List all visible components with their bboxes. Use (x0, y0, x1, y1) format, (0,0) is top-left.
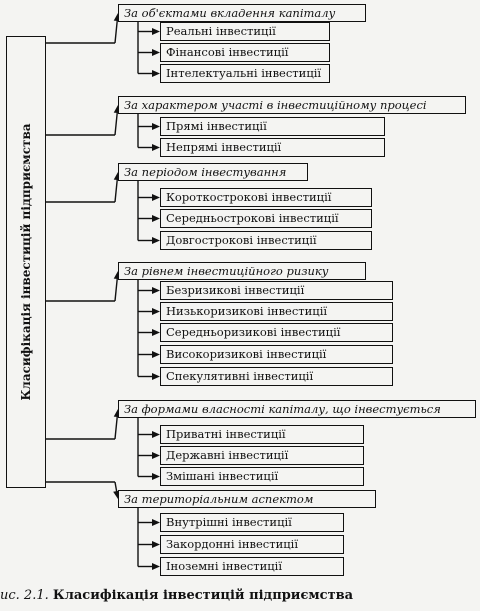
item-box: Низькоризикові інвестиції (160, 302, 393, 321)
figure-caption: ис. 2.1. Класифікація інвестицій підприє… (0, 588, 353, 603)
item-box: Закордонні інвестиції (160, 535, 344, 554)
item-arrow-head (152, 308, 160, 315)
item-arrow-head (152, 28, 160, 35)
item-arrow-head (152, 351, 160, 358)
item-arrow-head (152, 49, 160, 56)
item-arrow-head (152, 70, 160, 77)
item-box: Реальні інвестиції (160, 22, 330, 41)
group-header: За періодом інвестування (118, 163, 308, 181)
group-arrow-line (114, 276, 119, 302)
group-arrow-line (114, 110, 119, 136)
group-arrow-line (114, 414, 119, 440)
item-box: Державні інвестиції (160, 446, 364, 465)
item-arrow-head (152, 373, 160, 380)
item-box: Непрямі інвестиції (160, 138, 385, 157)
item-arrow-head (152, 519, 160, 526)
caption-title: Класифікація інвестицій підприємства (52, 588, 354, 603)
item-arrow-head (152, 144, 160, 151)
item-arrow-head (152, 237, 160, 244)
item-box: Безризикові інвестиції (160, 281, 393, 300)
group-arrow-line (114, 18, 119, 44)
item-box: Середньоризикові інвестиції (160, 323, 393, 342)
item-arrow-head (152, 287, 160, 294)
item-arrow-head (152, 563, 160, 570)
item-box: Прямі інвестиції (160, 117, 385, 136)
caption-number: ис. 2.1. (0, 588, 49, 603)
item-box: Довгострокові інвестиції (160, 231, 372, 250)
item-arrow-head (152, 452, 160, 459)
item-arrow-head (152, 431, 160, 438)
group-header: За формами власності капіталу, що інвест… (118, 400, 476, 418)
item-box: Високоризикові інвестиції (160, 345, 393, 364)
group-header: За характером участі в інвестиційному пр… (118, 96, 466, 114)
item-box: Іноземні інвестиції (160, 557, 344, 576)
item-box: Приватні інвестиції (160, 425, 364, 444)
group-header: За рівнем інвестиційного ризику (118, 262, 366, 280)
root-node: Класифікація інвестицій підприємства (6, 36, 46, 488)
item-arrow-head (152, 473, 160, 480)
group-header: За об'єктами вкладення капіталу (118, 4, 366, 22)
item-box: Внутрішні інвестиції (160, 513, 344, 532)
item-arrow-head (152, 123, 160, 130)
item-box: Змішані інвестиції (160, 467, 364, 486)
item-arrow-head (152, 329, 160, 336)
item-box: Середньострокові інвестиції (160, 209, 372, 228)
item-box: Фінансові інвестиції (160, 43, 330, 62)
root-label: Класифікація інвестицій підприємства (19, 123, 33, 401)
item-box: Короткострокові інвестиції (160, 188, 372, 207)
item-arrow-head (152, 215, 160, 222)
item-box: Інтелектуальні інвестиції (160, 64, 330, 83)
item-arrow-head (152, 194, 160, 201)
item-box: Спекулятивні інвестиції (160, 367, 393, 386)
group-header: За територіальним аспектом (118, 490, 376, 508)
item-arrow-head (152, 541, 160, 548)
group-arrow-line (114, 177, 119, 203)
